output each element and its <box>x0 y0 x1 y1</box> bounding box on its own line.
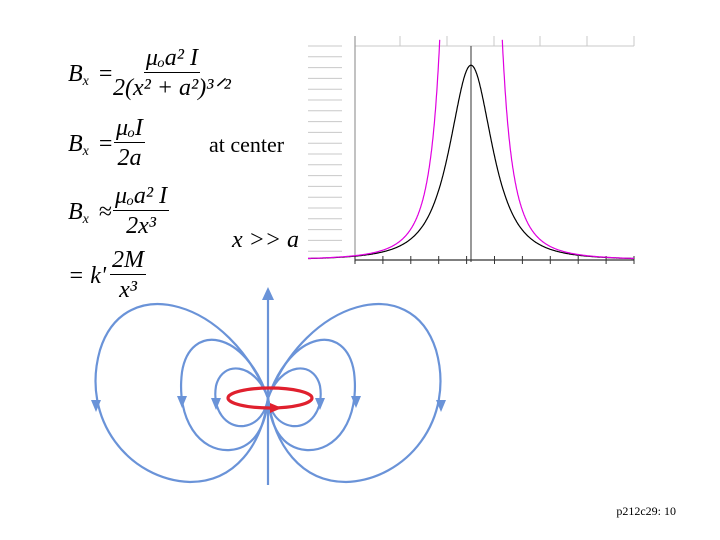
eq3-lhs-sub: x <box>82 212 89 227</box>
axis-arrowhead <box>262 287 274 300</box>
eq4-numerator: 2M <box>110 247 146 275</box>
field-plot <box>308 36 635 264</box>
current-loop <box>226 386 314 413</box>
at-center-label: at center <box>209 132 285 157</box>
field-lines-diagram <box>91 287 446 485</box>
arrowhead-left-inner <box>211 398 221 410</box>
arrowhead-right-inner <box>315 398 325 410</box>
equation-center-fraction: μₒI 2a <box>114 116 145 170</box>
eq3-numerator: μₒa² I <box>113 183 170 211</box>
plot-axes <box>354 36 635 264</box>
arrowhead-right-middle <box>351 396 361 408</box>
eq3-denominator: 2x³ <box>126 213 156 239</box>
field-line-left-inner <box>214 367 270 428</box>
eq2-denominator: 2a <box>117 145 142 171</box>
eq2-lhs: B <box>68 131 83 157</box>
slide-footer-id: p212c29: 10 <box>616 504 676 518</box>
eq3-lhs: B <box>68 199 83 225</box>
eq2-numerator: μₒI <box>114 115 145 143</box>
field-line-left-middle <box>179 338 270 452</box>
eq1-lhs: B <box>68 61 83 87</box>
eq1-numerator: μₒa² I <box>143 45 200 73</box>
field-line-right-middle <box>266 338 357 452</box>
equation-general-fraction: μₒa² I 2(x² + a²)³ᐟ² <box>113 46 231 100</box>
equation-far-fraction: μₒa² I 2x³ <box>113 183 170 239</box>
eq3-rel: ≈ <box>98 199 113 225</box>
arrowhead-left-middle <box>177 396 187 408</box>
equation-general: Bx = <box>68 62 112 89</box>
eq2-lhs-sub: x <box>82 144 89 159</box>
equation-dipole: = k' <box>68 264 106 288</box>
field-line-right-inner <box>266 367 322 428</box>
eq1-rel: = <box>98 61 113 87</box>
equation-far: Bx ≈ <box>68 200 112 227</box>
arrowhead-right-outer <box>436 400 446 412</box>
eq1-denominator: 2(x² + a²)³ᐟ² <box>113 75 231 101</box>
series-exact-field-curve <box>308 64 634 260</box>
far-condition-label: x >> a <box>232 227 300 253</box>
eq1-lhs-sub: x <box>82 74 89 89</box>
eq4-denominator: x³ <box>119 277 137 303</box>
field-line-left-outer <box>94 303 270 484</box>
field-line-right-outer <box>266 303 442 484</box>
arrowhead-left-outer <box>91 400 101 412</box>
equation-dipole-fraction: 2M x³ <box>110 248 146 302</box>
equation-center: Bx = <box>68 132 112 159</box>
eq4-lhs: = k' <box>68 263 106 289</box>
eq2-rel: = <box>98 131 113 157</box>
plot-grid <box>308 36 635 252</box>
series-dipole-approx-curve <box>308 39 634 259</box>
current-direction-arrow <box>270 403 282 413</box>
